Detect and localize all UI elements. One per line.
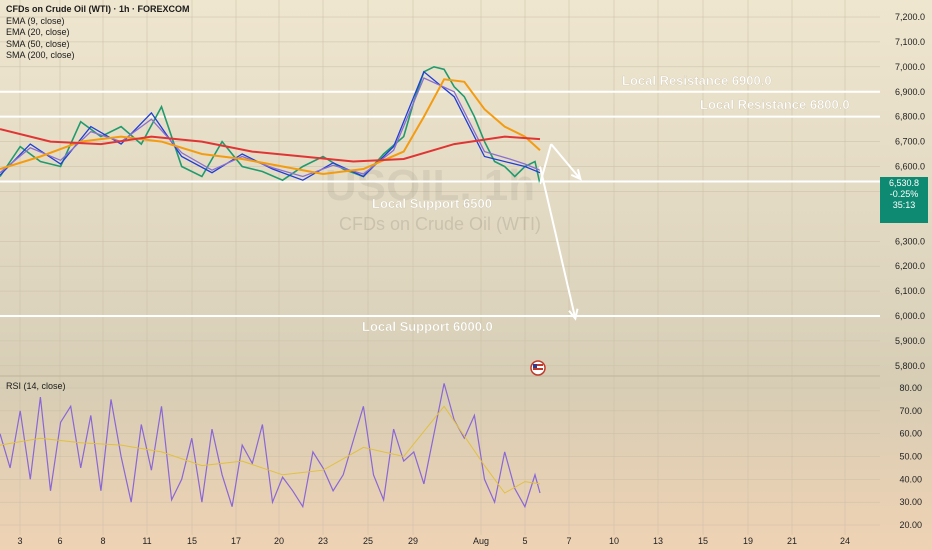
price-tick-label: 7,200.0 bbox=[895, 12, 925, 22]
time-tick-label: 25 bbox=[363, 536, 373, 546]
time-tick-label: 29 bbox=[408, 536, 418, 546]
bar-countdown: 35:13 bbox=[892, 200, 916, 210]
rsi-axis[interactable]: 80.00 70.00 60.00 50.00 40.00 30.00 20.00 bbox=[899, 383, 922, 530]
time-tick-label: 13 bbox=[653, 536, 663, 546]
time-tick-label: Aug bbox=[473, 536, 489, 546]
price-tick-label: 5,800.0 bbox=[895, 361, 925, 371]
legend-ema9[interactable]: EMA (9, close) bbox=[6, 15, 65, 26]
time-tick-label: 15 bbox=[698, 536, 708, 546]
price-change: -0.25% bbox=[889, 189, 919, 199]
moving-averages bbox=[0, 70, 541, 181]
watermark-name: CFDs on Crude Oil (WTI) bbox=[339, 214, 541, 234]
rsi-tick-label: 70.00 bbox=[899, 406, 922, 416]
legend-sma200[interactable]: SMA (200, close) bbox=[6, 50, 75, 60]
rsi-tick-label: 40.00 bbox=[899, 474, 922, 484]
us-flag-icon[interactable] bbox=[530, 360, 546, 376]
legend-ema20[interactable]: EMA (20, close) bbox=[6, 27, 70, 37]
time-tick-label: 8 bbox=[100, 536, 105, 546]
time-tick-label: 21 bbox=[787, 536, 797, 546]
rsi-tick-label: 20.00 bbox=[899, 520, 922, 530]
last-price: 6,530.8 bbox=[888, 178, 920, 188]
time-tick-label: 11 bbox=[142, 536, 151, 546]
price-tick-label: 6,200.0 bbox=[895, 261, 925, 271]
legend-title: CFDs on Crude Oil (WTI) · 1h · FOREXCOM bbox=[6, 4, 190, 14]
rsi-title[interactable]: RSI (14, close) bbox=[6, 381, 66, 391]
rsi-tick-label: 30.00 bbox=[899, 497, 922, 507]
price-tick-label: 5,900.0 bbox=[895, 336, 925, 346]
rsi-tick-label: 60.00 bbox=[899, 429, 922, 439]
arrow-head bbox=[570, 169, 582, 181]
price-tick-label: 6,900.0 bbox=[895, 87, 925, 97]
time-tick-label: 6 bbox=[57, 536, 62, 546]
time-tick-label: 5 bbox=[522, 536, 527, 546]
last-price-badge: 6,530.8 -0.25% 35:13 bbox=[880, 177, 928, 223]
time-tick-label: 7 bbox=[566, 536, 571, 546]
time-tick-label: 19 bbox=[743, 536, 753, 546]
projection-arrow bbox=[539, 166, 577, 319]
time-axis[interactable]: 3 6 8 11 15 17 20 23 25 29 Aug 5 7 10 13 15 19 21 24 bbox=[17, 536, 850, 546]
label-support-6500: Local Support 6500 bbox=[372, 196, 492, 211]
ema20-line bbox=[0, 77, 541, 178]
legend-sma50[interactable]: SMA (50, close) bbox=[6, 38, 70, 49]
time-tick-label: 17 bbox=[231, 536, 241, 546]
annotation-labels: Local Resistance 6900.0 Local Resistance… bbox=[362, 73, 850, 334]
sma200-line bbox=[0, 128, 541, 163]
label-resistance-6800: Local Resistance 6800.0 bbox=[700, 97, 850, 112]
rsi-tick-label: 80.00 bbox=[899, 383, 922, 393]
time-tick-label: 20 bbox=[274, 536, 284, 546]
price-line bbox=[0, 65, 541, 185]
rsi-ma-line bbox=[0, 405, 541, 494]
legend: CFDs on Crude Oil (WTI) · 1h · FOREXCOM … bbox=[6, 4, 190, 62]
rsi-line bbox=[0, 383, 541, 509]
label-resistance-6900: Local Resistance 6900.0 bbox=[622, 73, 772, 88]
price-tick-label: 6,700.0 bbox=[895, 137, 925, 147]
ema9-line bbox=[0, 70, 541, 181]
projection-arrow bbox=[550, 143, 582, 180]
price-tick-label: 7,000.0 bbox=[895, 62, 925, 72]
price-tick-label: 6,100.0 bbox=[895, 286, 925, 296]
sma50-line bbox=[0, 78, 541, 176]
price-series bbox=[0, 65, 541, 185]
price-tick-label: 6,000.0 bbox=[895, 311, 925, 321]
price-tick-label: 7,100.0 bbox=[895, 37, 925, 47]
rsi-series bbox=[0, 383, 541, 509]
rsi-tick-label: 50.00 bbox=[899, 452, 922, 462]
level-lines bbox=[0, 90, 880, 317]
arrow-head bbox=[568, 308, 579, 321]
label-support-6000: Local Support 6000.0 bbox=[362, 319, 493, 334]
time-tick-label: 23 bbox=[318, 536, 328, 546]
projection-arrows bbox=[539, 143, 582, 321]
time-tick-label: 10 bbox=[609, 536, 619, 546]
time-tick-label: 15 bbox=[187, 536, 197, 546]
time-tick-label: 3 bbox=[17, 536, 22, 546]
price-tick-label: 6,300.0 bbox=[895, 236, 925, 246]
price-tick-label: 6,800.0 bbox=[895, 112, 925, 122]
time-tick-label: 24 bbox=[840, 536, 850, 546]
price-tick-label: 6,600.0 bbox=[895, 162, 925, 172]
